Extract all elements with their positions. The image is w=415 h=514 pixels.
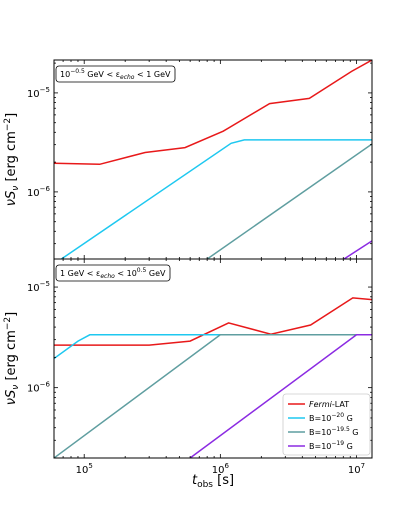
series-line-0-0	[54, 60, 372, 166]
plot-frame	[53, 59, 373, 260]
energy-range-annotation: 10−0.5 GeV < εecho < 1 GeV	[55, 65, 176, 83]
y-axis-label: νSν [erg cm−2]	[3, 312, 21, 405]
legend-label: Fermi-LAT	[309, 400, 349, 409]
legend-label: B=10−19 G	[309, 440, 353, 451]
annotation-text: 10−0.5 GeV < εecho < 1 GeV	[60, 68, 171, 81]
series-line-0-3	[343, 240, 372, 259]
series-line-1-0	[54, 297, 372, 346]
series-line-0-1	[60, 139, 372, 259]
x-tick-label: 107	[348, 462, 365, 476]
legend-box	[282, 393, 371, 456]
series-line-0-2	[206, 143, 372, 259]
energy-range-annotation: 1 GeV < εecho < 100.5 GeV	[55, 264, 171, 282]
y-tick-label: 10−6	[27, 381, 51, 395]
bottom-panel: 10−6 10−5 105 106 107 νSν [erg cm−2] 1 GeV < ε…	[3, 258, 373, 476]
top-panel: 10−6 10−5 νSν [erg cm−2] 10−0.5 GeV < εecho…	[3, 59, 373, 260]
series-line-1-1	[54, 334, 372, 360]
y-tick-label: 10−5	[27, 86, 50, 100]
series-line-1-2	[54, 334, 372, 458]
annotation-box	[55, 264, 171, 282]
y-tick-label: 10−6	[27, 185, 51, 199]
legend-label: B=10−19.5 G	[309, 426, 359, 437]
x-axis-label: tobs [s]	[192, 473, 234, 490]
x-tick-label: 105	[76, 462, 93, 476]
annotation-text: 1 GeV < εecho < 100.5 GeV	[60, 267, 166, 280]
x-tick-label: 106	[212, 462, 230, 476]
y-axis-label: νSν [erg cm−2]	[3, 113, 21, 206]
legend: Fermi-LAT B=10−20 G B=10−19.5 G B=10−19 G	[282, 393, 371, 456]
annotation-box	[55, 65, 176, 83]
y-tick-label: 10−5	[27, 280, 50, 294]
series-line-1-3	[189, 334, 372, 458]
plot-frame	[53, 258, 373, 459]
legend-label: B=10−20 G	[309, 412, 353, 423]
